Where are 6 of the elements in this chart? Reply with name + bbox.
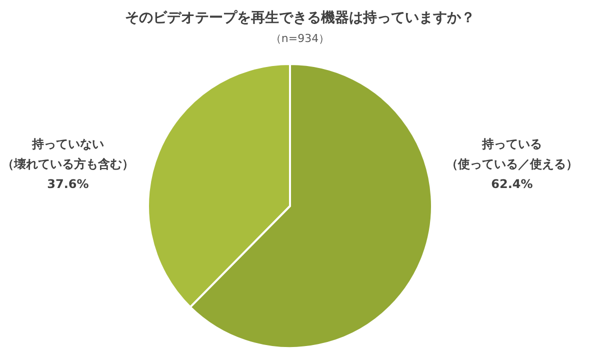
data-label: 62.4% bbox=[491, 177, 533, 191]
data-label: 37.6% bbox=[47, 177, 89, 191]
slice-label: 持っている（使っている／使える） bbox=[446, 137, 578, 171]
chart-title: そのビデオテープを再生できる機器は持っていますか？ bbox=[125, 9, 475, 26]
chart-subtitle: （n=934） bbox=[270, 32, 330, 45]
slice-label: 持っていない（壊れている方も含む） bbox=[2, 137, 134, 171]
